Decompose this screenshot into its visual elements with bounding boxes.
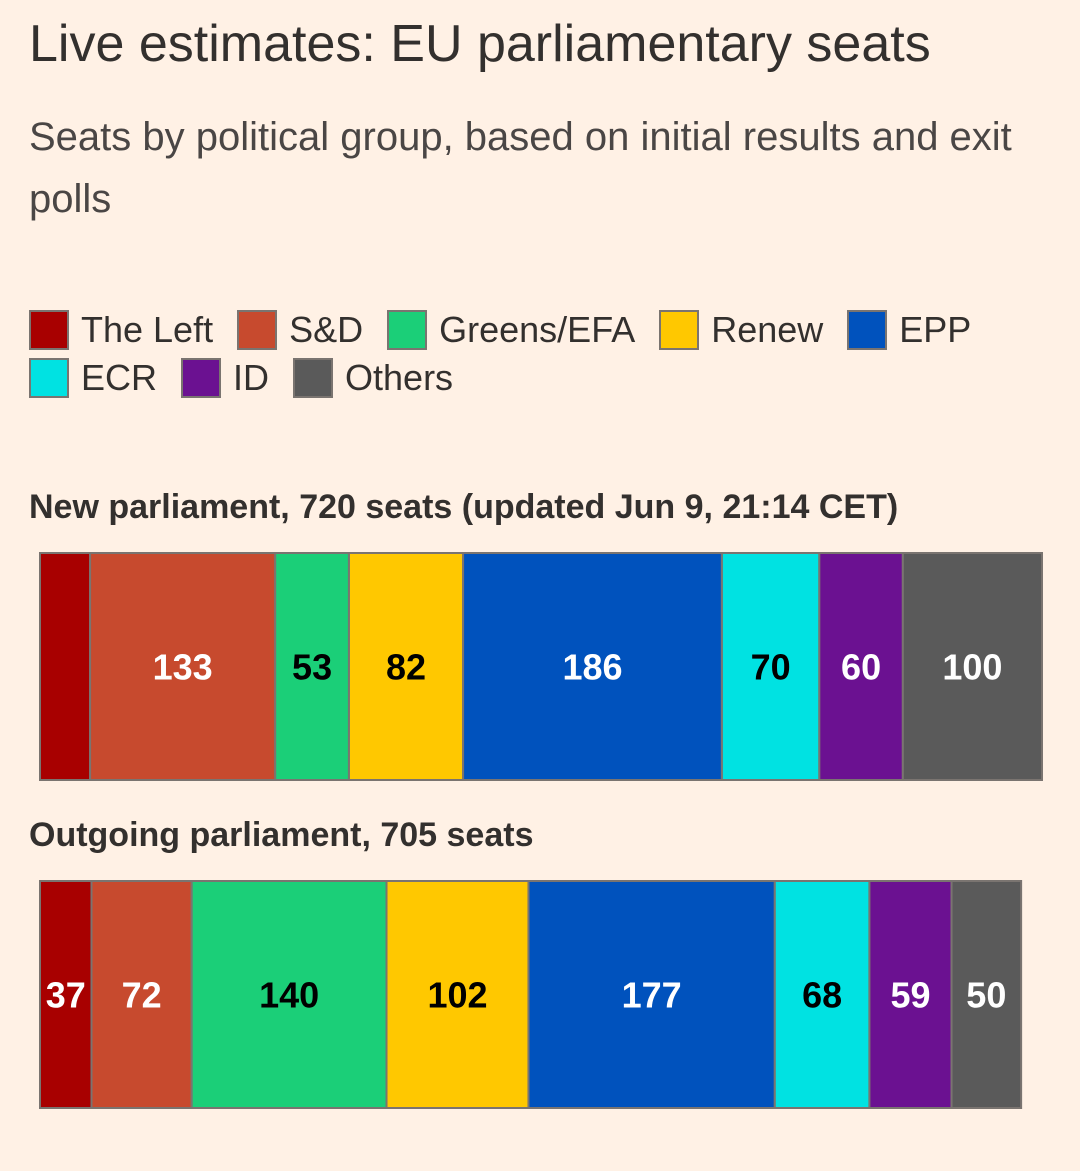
legend-item: Renew xyxy=(659,309,823,351)
bar-segment-ecr xyxy=(720,552,821,781)
legend-item: Greens/EFA xyxy=(387,309,635,351)
legend: The Left S&D Greens/EFA Renew EPP ECR ID Others xyxy=(29,306,1049,402)
legend-label: Renew xyxy=(711,309,824,350)
chart-subtitle: Seats by political group, based on initi… xyxy=(29,115,1012,221)
legend-label: Greens/EFA xyxy=(439,309,636,350)
legend-swatch xyxy=(29,310,69,350)
legend-label: S&D xyxy=(289,309,364,350)
bar-value-label: 186 xyxy=(562,647,622,688)
new-parliament-bar: 133 53 82 186 70 60 100 xyxy=(39,552,1043,781)
bar-segment-s-d xyxy=(89,552,277,781)
bar-segment-the-left xyxy=(39,880,93,1109)
bar-value-label: 140 xyxy=(259,975,319,1016)
bar-value-label: 68 xyxy=(802,975,842,1016)
bar-value-label: 133 xyxy=(153,647,213,688)
legend-swatch xyxy=(181,358,222,398)
legend-item: ECR xyxy=(29,357,157,399)
bar-value-label: 177 xyxy=(622,975,682,1016)
bar-segment-epp xyxy=(527,880,776,1109)
legend-label: ID xyxy=(233,357,270,398)
bar-value-label: 37 xyxy=(46,975,86,1016)
bar-value-label: 100 xyxy=(942,647,1002,688)
legend-label: The Left xyxy=(81,309,214,350)
bar-value-label: 70 xyxy=(751,647,791,688)
legend-swatch xyxy=(847,310,888,350)
new-parliament-title: New parliament, 720 seats (updated Jun 9… xyxy=(29,488,899,526)
legend-item: The Left xyxy=(29,309,213,351)
outgoing-parliament-bar: 37 72 140 102 177 68 59 50 xyxy=(39,880,1023,1109)
legend-row: The Left S&D Greens/EFA Renew EPP xyxy=(29,306,1049,354)
bar-value-label: 59 xyxy=(890,975,930,1016)
legend-swatch xyxy=(293,358,334,398)
legend-label: ECR xyxy=(81,357,158,398)
legend-item: S&D xyxy=(237,309,363,351)
outgoing-parliament-title: Outgoing parliament, 705 seats xyxy=(29,816,534,854)
legend-item: Others xyxy=(293,357,453,399)
bar-segment-renew xyxy=(347,552,465,781)
bar-value-label: 53 xyxy=(292,647,332,688)
legend-swatch xyxy=(387,310,428,350)
bar-value-label: 72 xyxy=(122,975,162,1016)
legend-label: Others xyxy=(345,357,454,398)
legend-swatch xyxy=(29,358,69,398)
legend-swatch xyxy=(659,310,700,350)
bar-segment-epp xyxy=(462,552,723,781)
legend-item: ID xyxy=(181,357,269,399)
legend-row: ECR ID Others xyxy=(29,354,1049,402)
bar-value-label: 60 xyxy=(841,647,881,688)
legend-item: EPP xyxy=(847,309,971,351)
bar-segment-the-left xyxy=(39,552,92,781)
chart-title: Live estimates: EU parliamentary seats xyxy=(29,15,931,73)
legend-label: EPP xyxy=(899,309,972,350)
bar-segment-renew xyxy=(385,880,530,1109)
bar-segment-others xyxy=(950,880,1023,1109)
bar-segment-id xyxy=(868,880,953,1109)
bar-segment-id xyxy=(818,552,904,781)
bar-value-label: 102 xyxy=(427,975,487,1016)
bar-segment-greens-efa xyxy=(274,552,350,781)
legend-swatch xyxy=(237,310,278,350)
bar-value-label: 82 xyxy=(386,647,426,688)
bar-segment-others xyxy=(901,552,1043,781)
bar-segment-greens-efa xyxy=(190,880,388,1109)
bar-value-label: 50 xyxy=(966,975,1006,1016)
